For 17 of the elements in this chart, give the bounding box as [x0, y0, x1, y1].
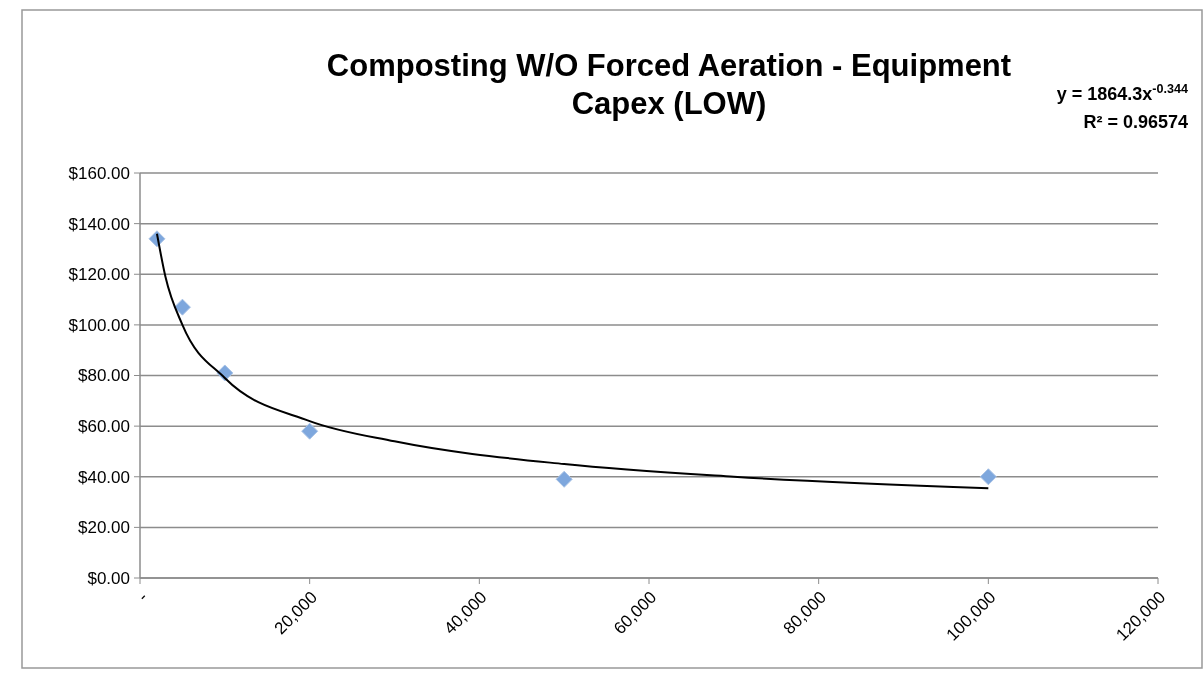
chart-title: Composting W/O Forced Aeration - Equipment Capex (LOW) [326, 48, 1012, 121]
y-tick-label: $0.00 [87, 568, 130, 588]
point [979, 468, 997, 486]
x-tick-label: - [133, 587, 152, 606]
y-tick-label: $120.00 [68, 265, 130, 285]
text: R² = 0.96574 [1083, 112, 1188, 132]
y-tick-label: $100.00 [68, 315, 130, 335]
y-tick-label: $60.00 [78, 417, 130, 437]
y-tick-label: $20.00 [78, 518, 130, 538]
point [555, 470, 573, 488]
text: y = 1864.3x$^{-0.344}$ [1056, 82, 1188, 104]
point [301, 422, 319, 440]
y-tick-label: $40.00 [78, 467, 130, 487]
y-tick-label: $160.00 [68, 163, 130, 183]
y-tick-label: $140.00 [68, 214, 130, 234]
point [173, 298, 191, 316]
y-tick-label: $80.00 [78, 366, 130, 386]
